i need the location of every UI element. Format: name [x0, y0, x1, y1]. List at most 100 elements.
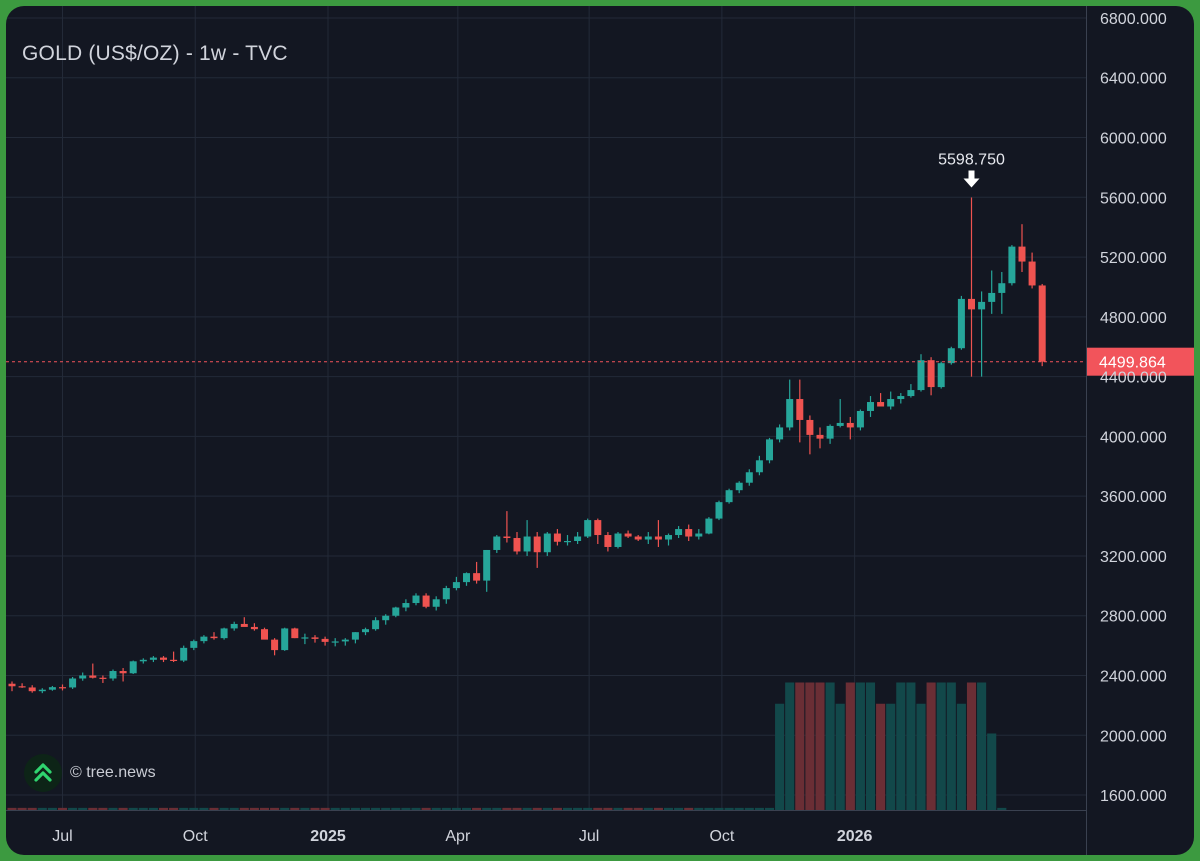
candle-body: [907, 390, 915, 397]
volume-bar: [451, 807, 461, 810]
candle-body: [1038, 285, 1046, 362]
candle-body: [897, 396, 905, 400]
candle-body: [139, 659, 147, 662]
candle-body: [1028, 261, 1036, 286]
volume-bar: [663, 807, 674, 810]
x-tick-label: Apr: [445, 828, 471, 845]
candle-body: [715, 502, 723, 519]
candle-body: [574, 536, 582, 542]
volume-bar: [987, 733, 997, 810]
volume-bar: [865, 682, 876, 810]
y-tick-label: 3200.000: [1100, 549, 1167, 566]
volume-bar: [502, 807, 512, 810]
candle-body: [846, 422, 854, 428]
volume-bar: [552, 807, 562, 810]
candle-body: [160, 657, 167, 660]
candle-body: [412, 595, 420, 604]
volume-bar: [441, 807, 451, 810]
candle-body: [968, 298, 975, 310]
volume-bar: [209, 807, 219, 810]
volume-bar: [78, 807, 88, 810]
candle-body: [432, 599, 440, 607]
volume-bar: [330, 807, 340, 810]
volume-bar: [158, 807, 169, 810]
volume-bar: [825, 682, 835, 810]
tree-news-logo-icon: [24, 754, 62, 792]
candle-body: [483, 549, 491, 581]
candle-body: [99, 677, 107, 679]
volume-bar: [916, 703, 926, 810]
volume-bar: [128, 807, 138, 810]
volume-bar: [775, 703, 785, 810]
volume-bar: [845, 682, 855, 810]
volume-bar: [340, 807, 350, 810]
candle-body: [543, 533, 551, 553]
candle-body: [261, 629, 268, 640]
candle-body: [816, 434, 824, 439]
candle-body: [382, 615, 390, 621]
volume-bar: [431, 807, 441, 810]
volume-bar: [259, 807, 270, 810]
volume-bar: [754, 807, 764, 810]
candle-body: [856, 410, 864, 428]
volume-bar: [744, 807, 754, 810]
candle-body: [28, 687, 36, 692]
volume-bar: [795, 682, 805, 810]
candle-body: [614, 533, 622, 547]
candle-body: [129, 661, 137, 674]
candle-body: [624, 533, 632, 537]
candle-body: [675, 529, 683, 536]
candle-body: [927, 360, 935, 388]
watermark-text: © tree.news: [70, 764, 156, 781]
candle-body: [473, 573, 481, 581]
candle-body: [988, 292, 996, 302]
candle-body: [665, 535, 672, 540]
volume-bar: [169, 807, 179, 810]
down-arrow-icon: [963, 170, 980, 188]
volume-bar: [906, 682, 916, 810]
volume-bar: [482, 807, 492, 810]
volume-bar: [815, 682, 825, 810]
candle-body: [8, 683, 16, 687]
candle-body: [705, 518, 713, 534]
volume-bar: [684, 807, 694, 810]
candle-body: [523, 536, 531, 552]
candle-body: [654, 536, 662, 540]
volume-bar: [734, 807, 744, 810]
candle-body: [947, 348, 955, 364]
candle-body: [230, 623, 238, 629]
x-tick-label: 2025: [310, 828, 346, 845]
candle-body: [240, 623, 248, 627]
volume-bar: [674, 807, 684, 810]
candle-body: [634, 536, 642, 540]
candle-body: [1008, 246, 1016, 284]
last-price-badge: [1087, 347, 1194, 376]
volume-bar: [472, 807, 482, 810]
last-price-label: 4499.864: [1099, 355, 1166, 372]
candle-body: [745, 472, 753, 483]
volume-bar: [249, 807, 259, 810]
candle-body: [463, 573, 470, 583]
candle-body: [503, 536, 511, 539]
price-chart[interactable]: 4499.864 5598.750 1600.000 2000.000 2400.00…: [6, 6, 1194, 855]
candle-body: [48, 687, 56, 690]
overlays: 4499.864 5598.750: [6, 151, 1194, 376]
volume-bar: [381, 807, 391, 810]
volume-bar: [57, 807, 68, 810]
volume-bar: [401, 807, 411, 810]
candle-body: [109, 671, 117, 679]
x-tick-label: Jul: [579, 828, 599, 845]
candle-body: [806, 419, 814, 435]
candle-body: [79, 675, 87, 679]
candle-body: [422, 595, 430, 607]
candle-body: [331, 641, 339, 643]
volume-bar: [88, 807, 98, 810]
volume-bar: [583, 807, 593, 810]
candle-body: [755, 460, 763, 473]
volume-bar: [27, 807, 37, 810]
volume-bars: [7, 682, 1007, 810]
volume-bar: [896, 682, 906, 810]
chart-title: GOLD (US$/OZ) - 1w - TVC: [22, 42, 288, 65]
volume-bar: [997, 807, 1007, 810]
y-tick-label: 2000.000: [1100, 728, 1167, 745]
